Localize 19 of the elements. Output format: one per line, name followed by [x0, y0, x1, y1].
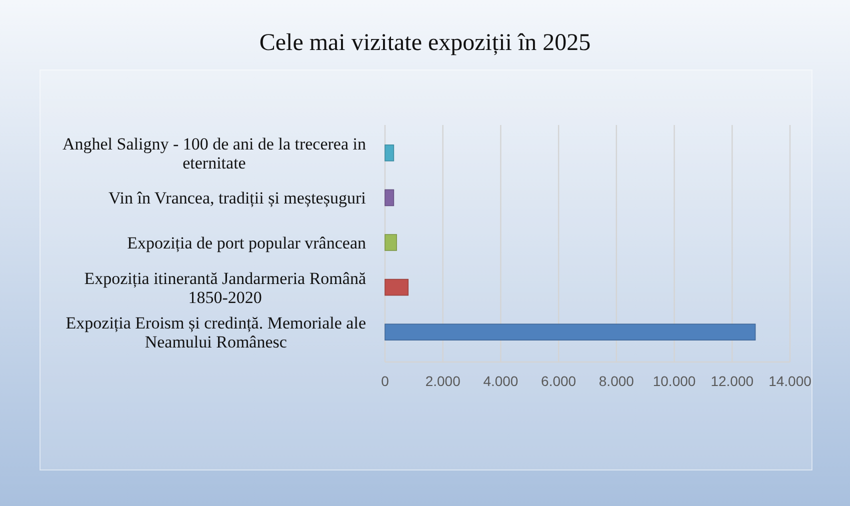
- bar: [384, 278, 409, 296]
- x-tick-label: 0: [381, 373, 390, 389]
- x-tick-label: 2.000: [425, 373, 461, 389]
- x-tick-label: 8.000: [598, 373, 634, 389]
- bar: [384, 234, 397, 251]
- y-tick-label: Expoziția Eroism și credință. Memoriale ale Neamului Românesc: [66, 314, 366, 352]
- x-tick-label: 6.000: [541, 373, 576, 389]
- x-tick-label: 10.000: [652, 373, 696, 389]
- y-tick-label: Vin în Vrancea, tradiții și meșteșuguri: [108, 188, 366, 208]
- bar: [384, 144, 394, 162]
- x-tick-label: 12.000: [710, 373, 754, 389]
- bar: [384, 324, 756, 340]
- x-tick-label: 4.000: [483, 373, 518, 389]
- chart-title: Cele mai vizitate expoziții în 2025: [259, 30, 591, 56]
- x-tick-label: 14.000: [768, 373, 812, 389]
- y-tick-label: Anghel Saligny - 100 de ani de la trecerea in eternitate: [62, 134, 366, 172]
- bar: [384, 189, 394, 206]
- y-tick-label: Expoziția itinerantă Jandarmeria Română 1850-2020: [84, 268, 366, 307]
- y-tick-label: Expoziția de port popular vrâncean: [127, 234, 366, 252]
